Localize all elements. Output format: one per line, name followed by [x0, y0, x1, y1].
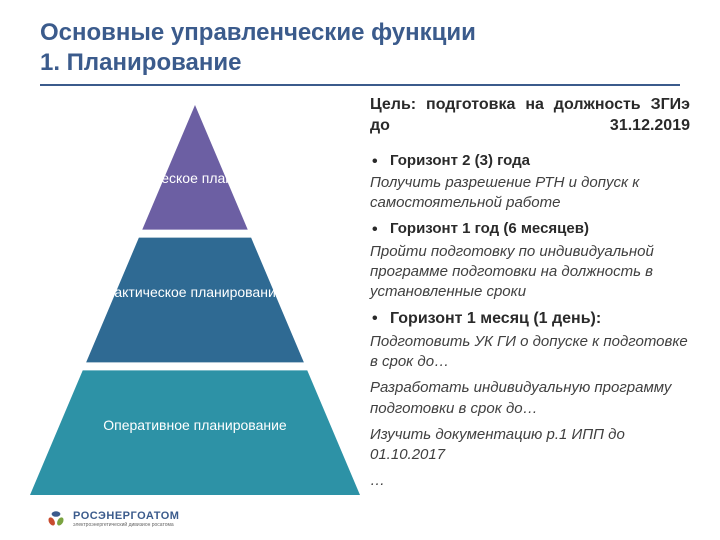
- title-underline: [40, 84, 680, 86]
- horizon-item: Горизонт 1 месяц (1 день):Подготовить УК…: [370, 308, 690, 491]
- title-line-2: 1. Планирование: [40, 48, 680, 78]
- goal-text: Цель: подготовка на должность ЗГИэ до 31…: [370, 95, 690, 137]
- slide-title: Основные управленческие функции 1. Плани…: [40, 18, 680, 86]
- pyramid-label-1: Тактическое планирование: [95, 284, 295, 302]
- horizon-extra: …: [370, 471, 690, 491]
- horizon-body: Подготовить УК ГИ о допуске к подготовке…: [370, 332, 690, 373]
- company-logo: РОСЭНЕРГОАТОМ электроэнергетический диви…: [45, 508, 179, 530]
- horizon-heading: Горизонт 1 месяц (1 день):: [370, 308, 690, 330]
- horizon-heading: Горизонт 2 (3) года: [370, 151, 690, 171]
- logo-tagline: электроэнергетический дивизион росатома: [73, 523, 179, 528]
- planning-pyramid: Стратегическое планирование Тактическое п…: [30, 105, 360, 495]
- pyramid-level-0: [142, 105, 247, 230]
- rosenergoatom-icon: [45, 508, 67, 530]
- title-line-1: Основные управленческие функции: [40, 18, 680, 48]
- horizon-extra: Изучить документацию р.1 ИПП до 01.10.20…: [370, 425, 690, 466]
- horizon-body: Пройти подготовку по индивидуальной прог…: [370, 242, 690, 303]
- horizon-heading: Горизонт 1 год (6 месяцев): [370, 219, 690, 239]
- horizon-item: Горизонт 2 (3) годаПолучить разрешение Р…: [370, 151, 690, 214]
- logo-text: РОСЭНЕРГОАТОМ электроэнергетический диви…: [73, 511, 179, 528]
- pyramid-label-2: Оперативное планирование: [95, 417, 295, 435]
- horizon-extra: Разработать индивидуальную программу под…: [370, 378, 690, 419]
- content-panel: Цель: подготовка на должность ЗГИэ до 31…: [370, 95, 690, 498]
- pyramid-label-0: Стратегическое планирование: [95, 170, 295, 188]
- horizon-body: Получить разрешение РТН и допуск к самос…: [370, 173, 690, 214]
- horizons-list: Горизонт 2 (3) годаПолучить разрешение Р…: [370, 151, 690, 492]
- horizon-item: Горизонт 1 год (6 месяцев) Пройти подгото…: [370, 219, 690, 302]
- logo-name: РОСЭНЕРГОАТОМ: [73, 511, 179, 522]
